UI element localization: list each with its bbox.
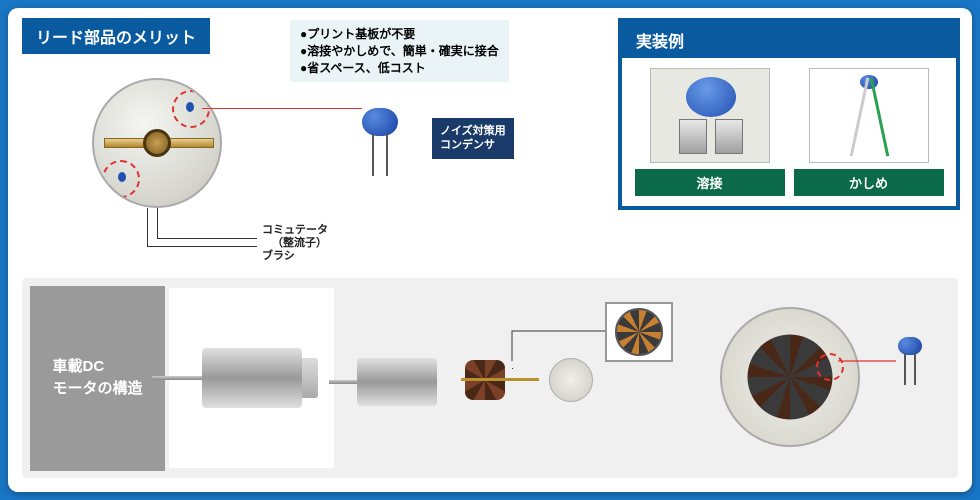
leader-arrow-icon <box>507 306 617 366</box>
merit-bullets: ●プリント基板が不要 ●溶接やかしめで、簡単・確実に接合 ●省スペース、低コスト <box>290 20 509 82</box>
motor-cross-section-diagram: コミュテータ （整流子） ブラシ ノイズ対策用 コンデンサ <box>82 78 602 248</box>
noise-label-line: コンデンサ <box>440 138 506 152</box>
leader-line <box>147 208 148 246</box>
capacitor-head-icon <box>362 108 398 136</box>
leader-line <box>147 246 257 247</box>
highlight-circle-icon <box>102 160 140 198</box>
crimp-photo-placeholder <box>809 68 929 163</box>
mount-item-crimp: かしめ <box>794 68 944 196</box>
top-section: リード部品のメリット ●プリント基板が不要 ●溶接やかしめで、簡単・確実に接合 … <box>22 18 958 248</box>
mounting-body: 溶接 かしめ <box>622 58 956 202</box>
main-board: リード部品のメリット ●プリント基板が不要 ●溶接やかしめで、簡単・確実に接合 … <box>8 8 972 492</box>
dc-motor-structure-section: 車載DC モータの構造 <box>22 278 958 478</box>
exploded-view <box>357 298 677 458</box>
lead-merits-title: リード部品のメリット <box>22 18 210 54</box>
lead-merits-panel: リード部品のメリット ●プリント基板が不要 ●溶接やかしめで、簡単・確実に接合 … <box>22 18 608 248</box>
dc-title-line: モータの構造 <box>52 380 142 397</box>
mount-item-weld: 溶接 <box>635 68 785 196</box>
motor-shaft-icon <box>329 380 357 384</box>
capacitor-icon <box>362 108 398 178</box>
leader-line <box>157 208 158 238</box>
capacitor-head-icon <box>898 337 922 355</box>
red-leader-line <box>838 353 898 373</box>
capacitor-lead-icon <box>914 353 916 385</box>
mounting-examples-panel: 実装例 溶接 <box>618 18 958 248</box>
mounting-box: 実装例 溶接 <box>618 18 960 210</box>
dc-title-line: 車載DC <box>52 358 104 375</box>
weld-label: 溶接 <box>635 169 785 196</box>
motor-open-end-cell <box>700 288 940 468</box>
leader-line <box>512 368 513 369</box>
capacitor-lead-icon <box>372 134 374 176</box>
mounting-title: 実装例 <box>622 22 956 58</box>
noise-label-line: ノイズ対策用 <box>440 124 506 138</box>
motor-assembled-cell <box>169 288 334 468</box>
weld-terminal-icon <box>679 119 707 154</box>
motor-body-icon <box>202 348 302 408</box>
motor-endcap-icon <box>302 358 318 398</box>
bullet-line: ●プリント基板が不要 <box>300 26 499 43</box>
capacitor-lead-icon <box>386 134 388 176</box>
rotor-inset <box>605 302 673 362</box>
motor-case-icon <box>357 358 437 406</box>
capacitor-lead-icon <box>904 353 906 385</box>
motor-shaft-icon <box>152 376 202 380</box>
motor-open-housing-icon <box>720 307 860 447</box>
motor-housing-icon <box>92 78 222 208</box>
weld-photo-placeholder <box>650 68 770 163</box>
bullet-line: ●溶接やかしめで、簡単・確実に接合 <box>300 43 499 60</box>
dc-motor-title: 車載DC モータの構造 <box>30 286 165 471</box>
red-leader-line <box>202 108 362 109</box>
bullet-line: ●省スペース、低コスト <box>300 60 499 77</box>
noise-capacitor-label: ノイズ対策用 コンデンサ <box>432 118 514 159</box>
weld-terminal-icon <box>715 119 743 154</box>
rotor-face-icon <box>615 308 663 356</box>
open-end-wrap <box>710 303 930 453</box>
crimp-wire-icon <box>869 78 889 157</box>
brush-label: ブラシ <box>262 247 295 263</box>
rotor-shaft-icon <box>461 378 539 381</box>
highlight-circle-icon <box>172 90 210 128</box>
weld-cap-icon <box>686 77 736 117</box>
shaft-hole-icon <box>143 129 171 157</box>
motor-exploded-cell <box>342 288 692 468</box>
crimp-label: かしめ <box>794 169 944 196</box>
capacitor-icon <box>898 337 924 387</box>
crimp-wire-icon <box>849 78 869 157</box>
leader-line <box>157 238 257 239</box>
